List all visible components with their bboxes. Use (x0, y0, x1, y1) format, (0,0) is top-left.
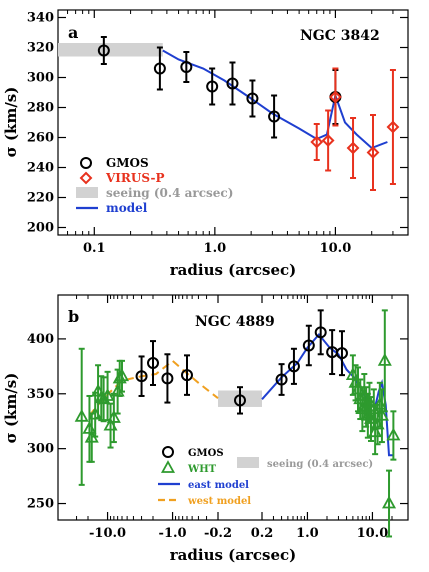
x-tick-label: 10.0 (357, 526, 389, 541)
data-point-virus-p (346, 141, 360, 155)
panel-a-galaxy-name: NGC 3842 (300, 28, 380, 44)
data-point-gmos (97, 44, 110, 57)
legend-label: seeing (0.4 arcsec) (267, 459, 373, 470)
data-point-virus-p (321, 134, 335, 147)
panel-b-frame (57, 294, 409, 521)
y-tick-label: 320 (27, 41, 54, 56)
data-point-wht (382, 495, 397, 509)
data-point-wht (74, 408, 89, 422)
y-tick-label: 280 (27, 101, 54, 116)
y-tick-label: 300 (27, 442, 54, 457)
x-tick-label: 1.0 (296, 526, 319, 541)
panel-a-ylabel: σ (km/s) (2, 87, 20, 158)
x-tick-label: 10.0 (320, 241, 352, 256)
data-point-gmos (180, 61, 193, 73)
data-point-virus-p (386, 120, 400, 134)
y-tick-label: 240 (27, 161, 54, 176)
data-point-gmos (335, 347, 348, 360)
panel-b-legend: GMOS WHT east model west model seeing (0.4 a… (158, 446, 373, 507)
y-tick-label: 340 (27, 11, 54, 26)
data-point-gmos (302, 339, 315, 352)
legend-swatch-seeing (237, 457, 259, 468)
x-tick-label: 0.1 (83, 241, 106, 256)
panel-b-points (74, 309, 401, 538)
y-tick-label: 250 (27, 497, 54, 512)
panel-a-model-lines (162, 49, 388, 150)
data-point-gmos (135, 370, 148, 383)
data-point-virus-p (366, 146, 380, 159)
y-tick-label: 400 (27, 332, 54, 347)
panel-a-xlabel: radius (arcsec) (170, 261, 296, 279)
panel-b-ticks: 250 300 350 400 -10.0 -1.0 -0.2 0.2 1.0 10.0 (27, 295, 408, 541)
data-point-wht (374, 407, 389, 421)
data-point-wht (386, 427, 401, 441)
panel-a-points (97, 36, 400, 191)
data-point-wht (100, 388, 115, 401)
panel-b-galaxy-name: NGC 4889 (195, 314, 275, 330)
data-point-gmos (161, 372, 174, 385)
panel-b-letter: b (68, 307, 79, 326)
legend-swatch-seeing (76, 187, 98, 198)
data-point-wht (377, 352, 392, 366)
y-tick-label: 260 (27, 131, 54, 146)
x-tick-label: 0.2 (251, 526, 274, 541)
panel-b-ylabel: σ (km/s) (2, 373, 20, 444)
x-tick-label: -1.0 (159, 526, 187, 541)
legend-label: model (106, 201, 148, 215)
panel-a-letter: a (68, 23, 78, 42)
legend-marker-gmos (80, 157, 92, 169)
data-point-wht (362, 394, 377, 408)
legend-label: seeing (0.4 arcsec) (106, 186, 233, 200)
data-point-gmos (268, 110, 281, 123)
series-line-model (162, 49, 388, 150)
data-point-gmos (147, 357, 159, 370)
data-point-wht (114, 368, 130, 382)
x-tick-label: 1.0 (204, 241, 227, 256)
legend-label: GMOS (188, 448, 224, 459)
legend-marker-wht (160, 460, 176, 473)
data-point-gmos (314, 326, 327, 339)
data-point-gmos (206, 80, 219, 93)
data-point-wht (106, 410, 121, 423)
legend-label: east model (188, 480, 249, 491)
legend-label: WHT (187, 464, 217, 475)
data-point-wht (96, 391, 111, 405)
panel-a-frame (57, 9, 409, 236)
data-point-gmos (153, 62, 166, 75)
data-point-gmos (275, 373, 288, 386)
legend-marker-virus-p (79, 171, 93, 185)
panel-a: a NGC 3842 radius (arcsec) σ (km/s) 2002… (2, 9, 409, 279)
data-point-gmos (180, 369, 193, 382)
data-point-gmos (246, 92, 259, 105)
data-point-gmos (287, 360, 300, 373)
data-point-virus-p (329, 90, 342, 104)
x-tick-label: -0.2 (204, 526, 232, 541)
data-point-gmos (226, 77, 239, 90)
panel-b: b NGC 4889 radius (arcsec) σ (km/s) 250 3… (2, 294, 409, 564)
y-tick-label: 300 (27, 71, 54, 86)
x-tick-label: -10.0 (89, 526, 126, 541)
data-point-virus-p (310, 135, 324, 149)
legend-label: west model (187, 496, 251, 507)
y-tick-label: 220 (27, 191, 54, 206)
seeing-band (58, 43, 163, 57)
legend-label: VIRUS-P (105, 171, 164, 185)
legend-marker-gmos (162, 446, 174, 458)
panel-a-seeing-band (58, 43, 163, 57)
panel-b-xlabel: radius (arcsec) (170, 546, 296, 564)
panel-a-ticks: 200 220 240 260 280 300 320 340 0.1 1.0 10.0 (27, 10, 408, 256)
y-tick-label: 350 (27, 387, 54, 402)
legend-label: GMOS (106, 156, 149, 170)
data-point-gmos (234, 394, 246, 407)
y-tick-label: 200 (27, 221, 54, 236)
